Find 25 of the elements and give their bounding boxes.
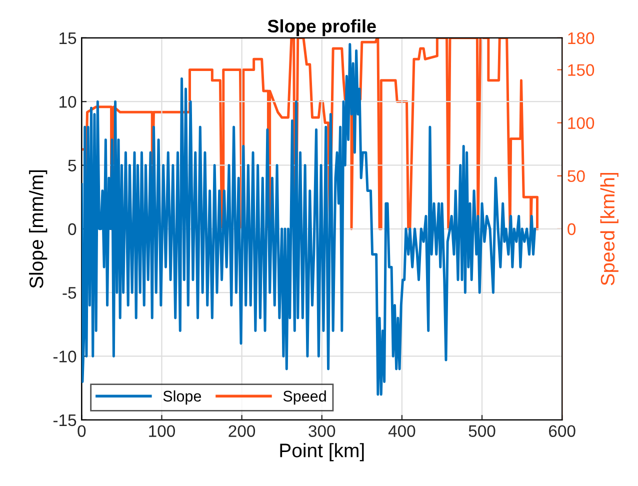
x-tick-label: 100 xyxy=(149,425,175,438)
x-tick-label: 400 xyxy=(388,425,416,438)
y-axis-title: Slope [mm/m] xyxy=(29,170,48,288)
y-tick-label: 5 xyxy=(68,160,76,172)
x-tick-label: 500 xyxy=(468,425,496,438)
legend-label: Speed xyxy=(283,390,326,405)
y2-tick-label: 0 xyxy=(568,223,576,236)
y2-tick-label: 180 xyxy=(568,32,594,44)
y-tick-label: -5 xyxy=(62,287,76,299)
x-tick-label: 300 xyxy=(308,425,336,438)
y-tick-label: -10 xyxy=(53,350,76,362)
chart-title: Slope profile xyxy=(268,19,376,36)
y2-tick-label: 50 xyxy=(568,170,585,182)
y-tick-label: 15 xyxy=(60,32,76,44)
y2-tick-label: 150 xyxy=(568,64,594,76)
y-tick-label: 0 xyxy=(68,223,76,236)
y2-axis-title: Speed [km/h] xyxy=(600,173,618,286)
y2-tick-label: 100 xyxy=(568,117,594,129)
x-tick-label: 600 xyxy=(549,425,576,438)
x-axis-title: Point [km] xyxy=(280,443,364,462)
y-tick-label: -15 xyxy=(53,414,76,426)
x-tick-label: 200 xyxy=(228,425,256,438)
x-tick-label: 0 xyxy=(78,425,86,438)
legend-label: Slope xyxy=(163,390,202,405)
y-tick-label: 10 xyxy=(60,96,76,108)
